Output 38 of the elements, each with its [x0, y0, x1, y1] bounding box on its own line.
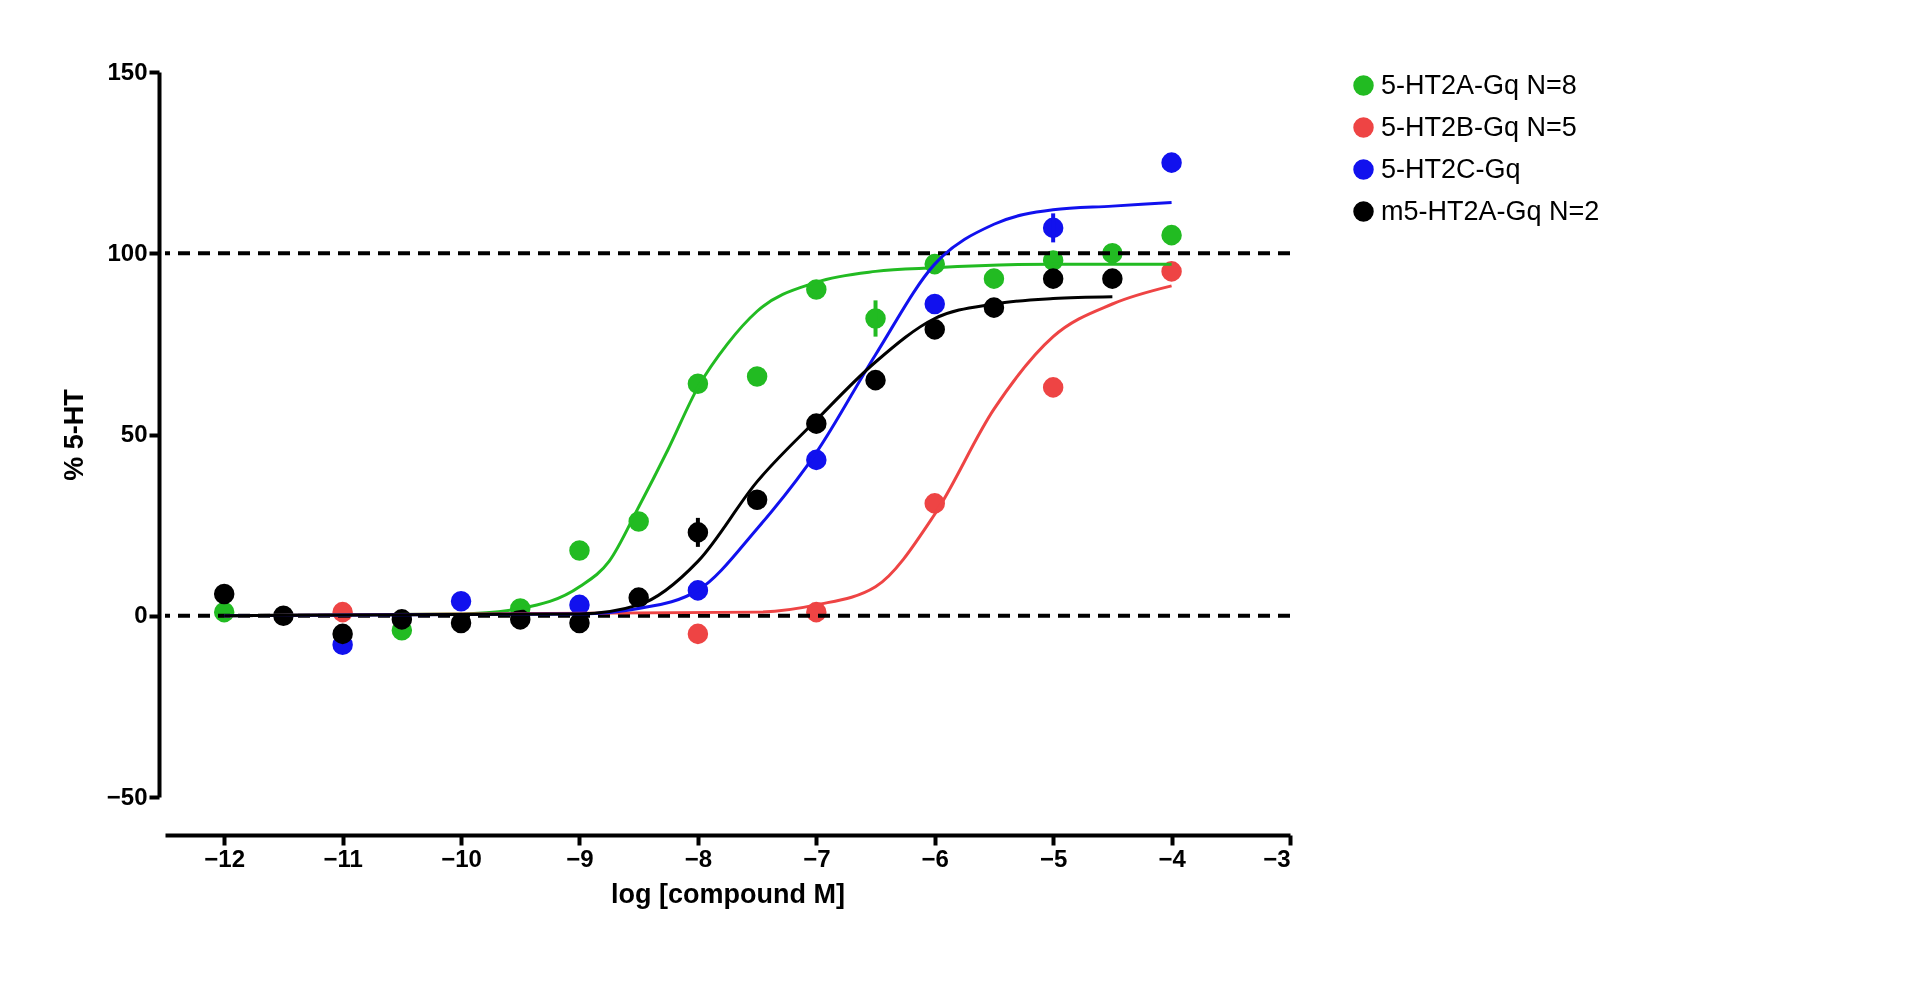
- point: [213, 583, 235, 605]
- y-axis-title: % 5-HT: [58, 388, 89, 481]
- x-tick-label: −8: [684, 844, 713, 872]
- y-tick-label: 150: [107, 57, 148, 85]
- y-tick-label: 50: [120, 420, 148, 447]
- legend-label: m5-HT2A-Gq N=2: [1381, 195, 1600, 226]
- point: [746, 489, 768, 510]
- legend-label: 5-HT2C-Gq: [1381, 153, 1521, 184]
- x-tick-label: −4: [1158, 844, 1187, 872]
- x-tick-label: −3: [1263, 844, 1291, 872]
- y-tick-label: 0: [134, 601, 148, 629]
- point: [1161, 224, 1182, 246]
- x-tick-label: −12: [204, 844, 246, 872]
- point: [450, 591, 472, 612]
- point: [1042, 268, 1064, 289]
- x-tick-label: −9: [566, 844, 594, 872]
- point: [332, 623, 353, 645]
- point: [924, 293, 945, 315]
- x-axis-title: log [compound M]: [611, 878, 845, 909]
- point: [924, 319, 945, 340]
- y-tick-label: −50: [106, 782, 148, 810]
- point: [1161, 261, 1182, 282]
- point: [569, 540, 590, 561]
- point: [1102, 268, 1123, 289]
- x-tick-label: −7: [803, 844, 831, 872]
- x-tick-label: −10: [441, 844, 482, 872]
- point: [983, 268, 1005, 289]
- x-tick-label: −5: [1039, 844, 1068, 872]
- point: [687, 623, 709, 645]
- legend-label: 5-HT2A-Gq N=8: [1381, 69, 1577, 100]
- point: [1161, 152, 1182, 173]
- legend-label: 5-HT2B-Gq N=5: [1381, 111, 1577, 142]
- point: [865, 369, 886, 391]
- x-tick-label: −11: [323, 844, 363, 872]
- point: [1042, 377, 1064, 398]
- y-tick-label: 100: [107, 238, 148, 266]
- x-tick-label: −6: [921, 844, 949, 872]
- point: [746, 366, 768, 387]
